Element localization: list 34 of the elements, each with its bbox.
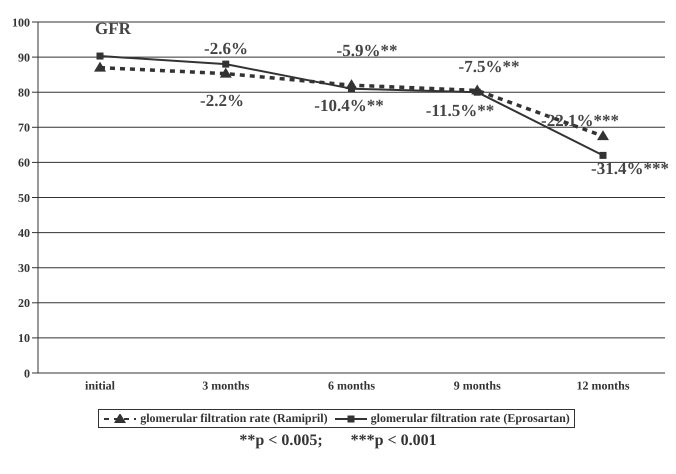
annotation: -2.6%: [204, 39, 248, 58]
x-tick-label: 12 months: [576, 378, 630, 393]
point: [94, 62, 106, 72]
y-tick-label: 70: [18, 120, 30, 135]
point: [220, 68, 232, 78]
y-tick-label: 0: [24, 366, 30, 380]
y-tick-label: 40: [18, 226, 30, 240]
x-tick-label: 6 months: [328, 378, 376, 393]
point: [96, 52, 104, 60]
annotation: -2.2%: [200, 91, 244, 110]
point: [597, 130, 609, 140]
legend-label: glomerular filtration rate (Eprosartan): [370, 411, 570, 426]
y-tick-label: 60: [18, 156, 30, 170]
legend-label: glomerular filtration rate (Ramipril): [139, 411, 328, 426]
annotation: GFR: [95, 19, 131, 38]
y-tick-label: 90: [18, 50, 30, 64]
point: [600, 152, 606, 159]
y-tick-label: 50: [18, 190, 30, 205]
annotation: -5.9%**: [336, 41, 398, 60]
annotation: -31.4%***: [591, 159, 669, 178]
x-tick-label: 9 months: [454, 378, 502, 393]
x-tick-label: initial: [84, 378, 116, 393]
y-tick-label: 100: [12, 15, 30, 30]
y-tick-label: 80: [18, 85, 30, 100]
point: [222, 60, 230, 68]
annotation: -7.5%**: [458, 57, 520, 76]
annotation: -10.4%**: [314, 96, 384, 115]
annotation: -11.5%**: [426, 101, 494, 120]
point: [474, 88, 481, 96]
x-tick-label: 3 months: [202, 378, 250, 393]
y-tick-label: 20: [18, 296, 30, 310]
y-tick-label: 10: [18, 331, 30, 346]
text: **p < 0.005; ***p < 0.001: [238, 432, 438, 450]
y-tick-label: 30: [18, 260, 30, 275]
